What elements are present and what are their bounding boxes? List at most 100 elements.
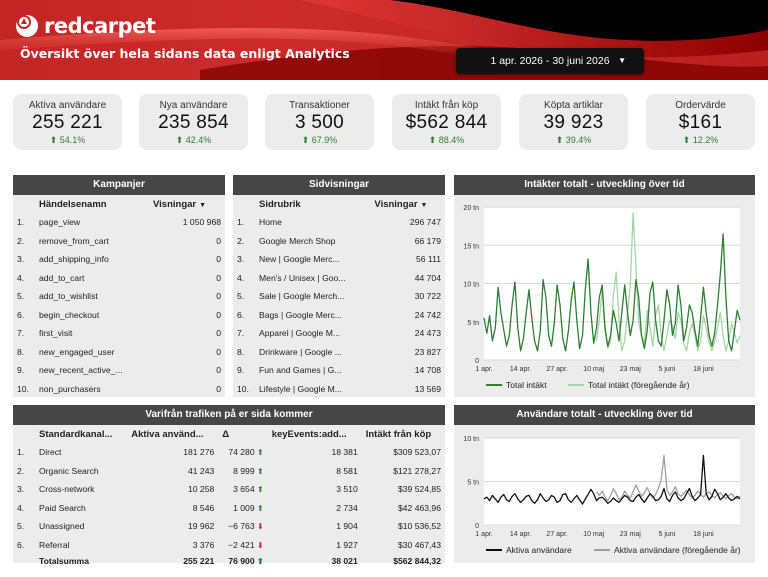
col-header-views[interactable]: Visningar ▼ xyxy=(374,198,428,210)
table-row[interactable]: 4. add_to_cart 0 xyxy=(13,269,225,288)
table-row[interactable]: 1. page_view 1 050 968 xyxy=(13,213,225,232)
kpi-label: Aktiva användare xyxy=(28,100,107,111)
row-users: 3 376 xyxy=(192,539,215,550)
y-tick-label: 10 tn xyxy=(463,282,479,289)
y-tick-label: 15 tn xyxy=(463,243,479,250)
legend-label[interactable]: Aktiva användare xyxy=(506,545,572,555)
col-header-purchase-revenue[interactable]: Intäkt från köp xyxy=(365,428,432,440)
row-delta: 3 654 ⬆ xyxy=(233,484,264,495)
table-row[interactable]: 8. new_engaged_user 0 xyxy=(13,343,225,362)
x-tick-label: 5 juni xyxy=(658,366,675,373)
table-row[interactable]: 2. Organic Search 41 243 8 999 ⬆ 8 581 $121 2… xyxy=(13,462,445,481)
table-row[interactable]: 2. Google Merch Shop 66 179 xyxy=(233,232,445,251)
table-row[interactable]: 6. Referral 3 376 −2 421 ⬇ 1 927 $30 467,43 xyxy=(13,536,445,555)
row-label: begin_checkout xyxy=(39,309,100,320)
row-label: Apparel | Google M... xyxy=(259,328,341,339)
row-label: Lifestyle | Google M... xyxy=(259,383,342,394)
row-index: 1. xyxy=(237,217,245,228)
legend-label[interactable]: Aktiva användare (föregående år) xyxy=(614,545,741,555)
table-row[interactable]: 3. add_shipping_info 0 xyxy=(13,250,225,269)
col-header-delta[interactable]: Δ xyxy=(222,428,230,440)
kpi-label: Ordervärde xyxy=(675,100,726,111)
table-row[interactable]: 6. begin_checkout 0 xyxy=(13,306,225,325)
table-row[interactable]: 1. Home 296 747 xyxy=(233,213,445,232)
row-value: 0 xyxy=(216,346,221,357)
revenue-chart[interactable]: 0 5 tn 10 tn 15 tn 20 tn 1 apr. 14 apr. 27 apr.… xyxy=(454,195,755,397)
table-row[interactable]: 8. Drinkware | Google ... 23 827 xyxy=(233,343,445,362)
table-row[interactable]: 9. Fun and Games | G... 14 708 xyxy=(233,361,445,380)
row-label: Drinkware | Google ... xyxy=(259,346,342,357)
table-row[interactable]: 4. Men's / Unisex | Goo... 44 704 xyxy=(233,269,445,288)
series-line-1[interactable] xyxy=(595,212,741,352)
caret-down-icon: ▼ xyxy=(618,56,626,65)
table-row[interactable]: 10. non_purchasers 0 xyxy=(13,380,225,399)
y-tick-label: 0 xyxy=(475,523,479,530)
pageviews-title: Sidvisningar xyxy=(233,175,445,195)
table-row[interactable]: 10. Lifestyle | Google M... 13 569 xyxy=(233,380,445,399)
table-row[interactable]: 5. add_to_wishlist 0 xyxy=(13,287,225,306)
table-row[interactable]: 9. new_recent_active_... 0 xyxy=(13,361,225,380)
col-header-channel[interactable]: Standardkanal... xyxy=(39,428,113,440)
totals-delta: 76 900 ⬆ xyxy=(228,555,264,566)
table-row[interactable]: 5. Unassigned 19 962 −6 763 ⬇ 1 904 $10 536,5… xyxy=(13,517,445,536)
row-events: 8 581 xyxy=(336,465,358,476)
brand-logo[interactable]: redcarpet xyxy=(16,14,156,38)
row-channel: Unassigned xyxy=(39,521,85,532)
row-label: Fun and Games | G... xyxy=(259,365,342,376)
row-revenue: $42 463,96 xyxy=(397,502,441,513)
table-row[interactable]: 5. Sale | Google Merch... 30 722 xyxy=(233,287,445,306)
table-row[interactable]: 2. remove_from_cart 0 xyxy=(13,232,225,251)
row-revenue: $30 467,43 xyxy=(397,539,441,550)
legend-label[interactable]: Total intäkt (föregående år) xyxy=(588,380,690,390)
row-index: 7. xyxy=(17,328,25,339)
col-header-views[interactable]: Visningar ▼ xyxy=(153,198,207,210)
table-row[interactable]: 7. first_visit 0 xyxy=(13,324,225,343)
kpi-delta: ⬆ 12.2% xyxy=(682,135,719,145)
y-tick-label: 0 xyxy=(475,358,479,365)
row-value: 56 111 xyxy=(415,254,441,265)
arrow-up-icon: ⬆ xyxy=(682,135,691,145)
row-value: 0 xyxy=(216,272,221,283)
row-users: 41 243 xyxy=(187,465,215,476)
row-channel: Referral xyxy=(39,539,70,550)
row-index: 6. xyxy=(17,309,25,320)
col-header-active-users[interactable]: Aktiva använd... xyxy=(131,428,204,440)
row-value: 0 xyxy=(216,291,221,302)
x-tick-label: 14 apr. xyxy=(510,366,531,373)
table-row[interactable]: 3. Cross-network 10 258 3 654 ⬆ 3 510 $39 524… xyxy=(13,480,445,499)
x-tick-label: 23 maj xyxy=(620,531,641,538)
series-line-0[interactable] xyxy=(483,454,741,505)
x-tick-label: 5 juni xyxy=(658,531,675,538)
sort-desc-icon: ▼ xyxy=(199,201,207,209)
x-tick-label: 27 apr. xyxy=(546,366,567,373)
row-channel: Cross-network xyxy=(39,484,95,495)
date-range-picker[interactable]: 1 apr. 2026 - 30 juni 2026 ▼ xyxy=(456,48,644,74)
row-label: Sale | Google Merch... xyxy=(259,291,345,302)
row-channel: Organic Search xyxy=(39,465,99,476)
table-row[interactable]: 4. Paid Search 8 546 1 009 ⬆ 2 734 $42 463,96 xyxy=(13,499,445,518)
arrow-up-icon: ⬆ xyxy=(428,135,437,145)
x-tick-label: 1 apr. xyxy=(475,366,493,373)
table-row[interactable]: 1. Direct 181 276 74 280 ⬆ 18 381 $309 523,07 xyxy=(13,443,445,462)
series-line-0[interactable] xyxy=(483,233,741,352)
row-revenue: $121 278,27 xyxy=(393,465,441,476)
traffic-title: Varifrån trafiken på er sida kommer xyxy=(13,405,445,425)
users-chart[interactable]: 0 5 tn 10 tn 1 apr. 14 apr. 27 apr. 10 maj 23 m… xyxy=(454,425,755,563)
page-subtitle: Översikt över hela sidans data enligt An… xyxy=(20,46,350,61)
arrow-up-icon: ⬆ xyxy=(175,135,184,145)
row-index: 5. xyxy=(17,291,25,302)
col-header-key-events[interactable]: keyEvents:add... xyxy=(271,428,347,440)
table-row[interactable]: 7. Apparel | Google M... 24 473 xyxy=(233,324,445,343)
row-revenue: $39 524,85 xyxy=(397,484,441,495)
col-header-event-name[interactable]: Händelsenamn xyxy=(39,198,107,210)
table-row[interactable]: 6. Bags | Google Merc... 24 742 xyxy=(233,306,445,325)
pageviews-table: Sidrubrik Visningar ▼ 1. Home 296 747 2. Goog… xyxy=(233,195,445,398)
table-row[interactable]: 3. New | Google Merc... 56 111 xyxy=(233,250,445,269)
header-banner: redcarpet Översikt över hela sidans data… xyxy=(0,0,768,80)
row-value: 0 xyxy=(216,328,221,339)
row-value: 0 xyxy=(216,254,221,265)
row-label: add_shipping_info xyxy=(39,254,109,265)
series-line-1[interactable] xyxy=(595,454,741,502)
col-header-page-title[interactable]: Sidrubrik xyxy=(259,198,301,210)
legend-label[interactable]: Total intäkt xyxy=(506,380,547,390)
